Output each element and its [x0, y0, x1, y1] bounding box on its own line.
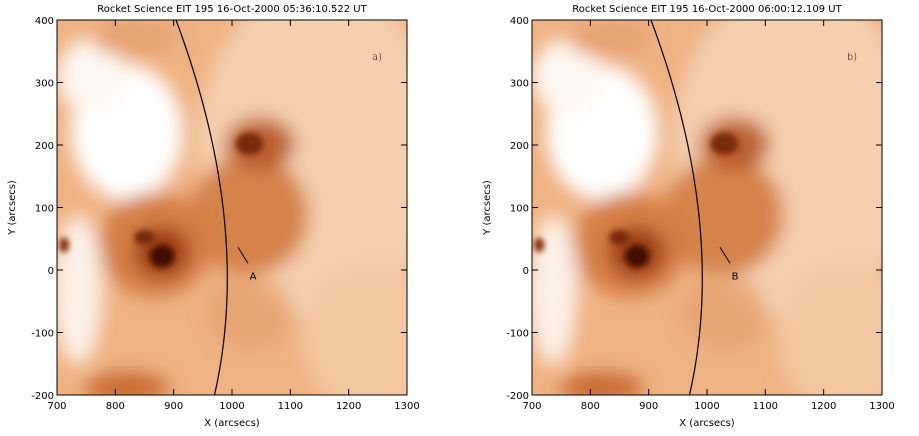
- y-axis-label: Y (arcsecs): [7, 180, 18, 236]
- x-tick-label: 900: [639, 401, 658, 412]
- x-tick-label: 700: [47, 401, 66, 412]
- x-tick-label: 1300: [869, 401, 894, 412]
- core: [710, 132, 739, 155]
- panel-title: Rocket Science EIT 195 16-Oct-2000 05:36…: [97, 4, 367, 15]
- blob: [190, 155, 309, 275]
- y-tick-label: 200: [35, 141, 54, 152]
- blob: [560, 372, 644, 395]
- solar-limb: [175, 20, 228, 395]
- blob: [57, 215, 103, 365]
- x-tick-label: 1300: [394, 401, 419, 412]
- y-tick-label: 300: [510, 79, 529, 90]
- annotation: A: [250, 271, 257, 282]
- solar-image: [57, 20, 407, 395]
- x-tick-label: 1100: [753, 401, 778, 412]
- blob: [665, 155, 784, 275]
- image-blobs: [57, 20, 407, 395]
- y-axis-label: Y (arcsecs): [482, 180, 493, 236]
- x-tick-label: 1000: [694, 401, 719, 412]
- x-tick-label: 1000: [219, 401, 244, 412]
- blob: [85, 372, 169, 395]
- blob: [567, 20, 651, 58]
- x-tick-label: 800: [581, 401, 600, 412]
- y-tick-label: 0: [523, 266, 529, 277]
- y-tick-label: -200: [31, 391, 54, 402]
- solar-limb: [650, 20, 703, 395]
- core: [58, 237, 70, 253]
- blob: [777, 263, 882, 395]
- core: [134, 230, 155, 245]
- annotation: B: [732, 271, 739, 282]
- x-axis-label: X (arcsecs): [679, 418, 735, 429]
- core: [235, 132, 264, 155]
- core: [609, 230, 630, 245]
- y-tick-label: -100: [506, 329, 529, 340]
- core: [149, 245, 175, 268]
- core: [624, 245, 650, 268]
- y-tick-label: 300: [35, 79, 54, 90]
- x-tick-label: 1100: [278, 401, 303, 412]
- panel-label: b): [847, 52, 857, 63]
- blob: [57, 38, 127, 114]
- annotation-pointer: [719, 246, 731, 264]
- x-tick-label: 900: [164, 401, 183, 412]
- blob: [532, 215, 578, 365]
- y-tick-label: -200: [506, 391, 529, 402]
- y-tick-label: 400: [510, 16, 529, 27]
- panel-title: Rocket Science EIT 195 16-Oct-2000 06:00…: [572, 4, 842, 15]
- y-tick-label: 400: [35, 16, 54, 27]
- x-tick-label: 700: [522, 401, 541, 412]
- y-tick-label: 0: [48, 266, 54, 277]
- blob: [302, 263, 407, 395]
- panel: 700 800 900 1000 1100 1200 1300 -200 -100 0 100 200…: [7, 4, 420, 429]
- blob: [207, 275, 292, 350]
- image-blobs: [532, 20, 882, 395]
- y-tick-label: 200: [510, 141, 529, 152]
- core: [533, 237, 545, 253]
- y-tick-label: 100: [510, 204, 529, 215]
- x-tick-label: 1200: [811, 401, 836, 412]
- x-tick-label: 1200: [336, 401, 361, 412]
- blob: [92, 20, 176, 58]
- x-axis-label: X (arcsecs): [204, 418, 260, 429]
- blob: [682, 275, 767, 350]
- panel-label: a): [372, 52, 382, 63]
- y-tick-label: -100: [31, 329, 54, 340]
- blob: [532, 38, 602, 114]
- image-cores: [58, 132, 264, 268]
- solar-image: [532, 20, 882, 395]
- image-cores: [533, 132, 739, 268]
- annotation-pointer: [237, 246, 249, 264]
- panel: 700 800 900 1000 1100 1200 1300 -200 -100 0 100 200…: [482, 4, 895, 429]
- x-tick-label: 800: [106, 401, 125, 412]
- y-tick-label: 100: [35, 204, 54, 215]
